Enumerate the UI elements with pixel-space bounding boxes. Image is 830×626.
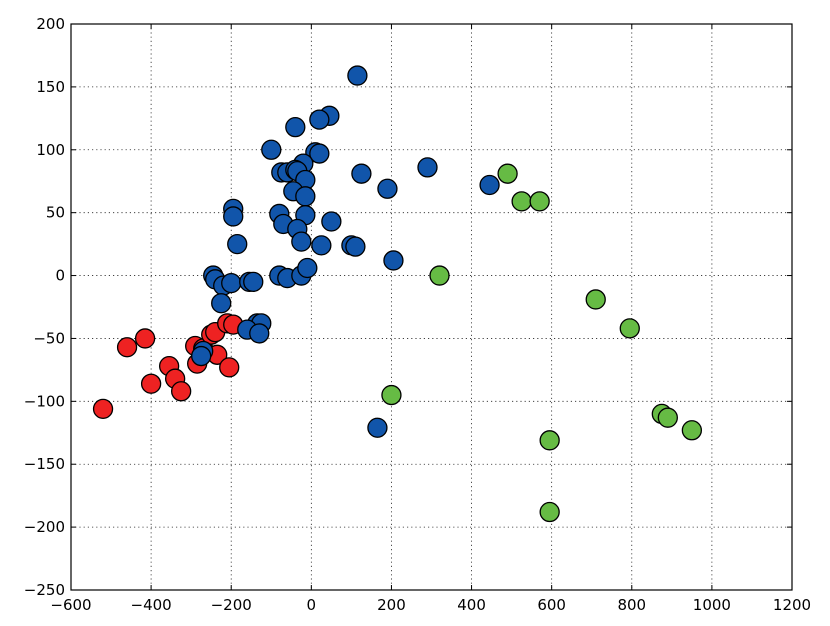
scatter-point [249,323,270,344]
x-tick-label: −600 [50,596,91,614]
scatter-point [681,420,703,441]
scatter-point [261,139,282,160]
scatter-point [479,174,500,196]
scatter-point [309,143,330,164]
scatter-point [321,211,342,232]
scatter-point [311,235,332,256]
x-tick-label: 200 [377,596,406,614]
scatter-point [92,398,114,420]
y-tick-label: 150 [36,78,65,96]
scatter-point [585,289,606,310]
y-tick-label: 0 [55,267,65,285]
scatter-point [377,178,398,199]
scatter-point [429,265,450,286]
scatter-point [219,357,240,378]
scatter-point [539,430,560,451]
x-tick-label: −400 [131,596,172,614]
scatter-point [223,206,244,227]
x-tick-label: 0 [307,596,317,614]
scatter-point [243,271,264,292]
scatter-point [367,417,388,438]
scatter-point [227,233,248,255]
scatter-point [619,318,640,339]
scatter-point [116,337,138,358]
x-tick-label: 800 [617,596,646,614]
scatter-point [295,186,316,207]
series-2 [191,65,500,438]
y-tick-label: −200 [24,518,65,536]
grid-lines [71,24,792,590]
y-tick-label: −50 [33,329,65,347]
scatter-point [383,250,404,271]
y-tick-label: −100 [24,392,65,410]
scatter-point [539,501,560,523]
x-tick-label: 400 [457,596,486,614]
scatter-point [309,109,330,130]
data-points [92,65,703,523]
scatter-point [417,157,438,178]
scatter-point [529,191,550,212]
series-3 [381,163,703,523]
tick-labels: −600 −400 −200 0 200 400 600 800 1000 1200−250−20… [24,15,811,614]
scatter-point [140,373,162,394]
scatter-point [191,345,212,367]
scatter-point [657,407,678,428]
x-tick-label: 600 [537,596,566,614]
x-tick-label: 1200 [773,596,811,614]
scatter-point [297,257,318,279]
scatter-point [285,116,306,138]
scatter-point [347,65,368,86]
scatter-point [381,384,402,406]
x-tick-label: −200 [211,596,252,614]
scatter-point [134,328,156,349]
scatter-point [497,163,518,184]
scatter-point [291,231,312,252]
y-tick-label: 100 [36,141,65,159]
scatter-point [351,163,372,184]
y-tick-label: 50 [46,204,65,222]
scatter-point [211,293,232,314]
scatter-point [511,191,532,212]
y-tick-label: −150 [24,455,65,473]
axis-ticks [70,23,793,591]
scatter-point [171,381,192,402]
scatter-point [345,236,366,257]
series-1 [92,313,244,420]
y-tick-label: −250 [24,581,65,599]
y-tick-label: 200 [36,15,65,33]
x-tick-label: 1000 [693,596,731,614]
scatter-point [221,272,242,294]
plot-frame [70,23,793,591]
